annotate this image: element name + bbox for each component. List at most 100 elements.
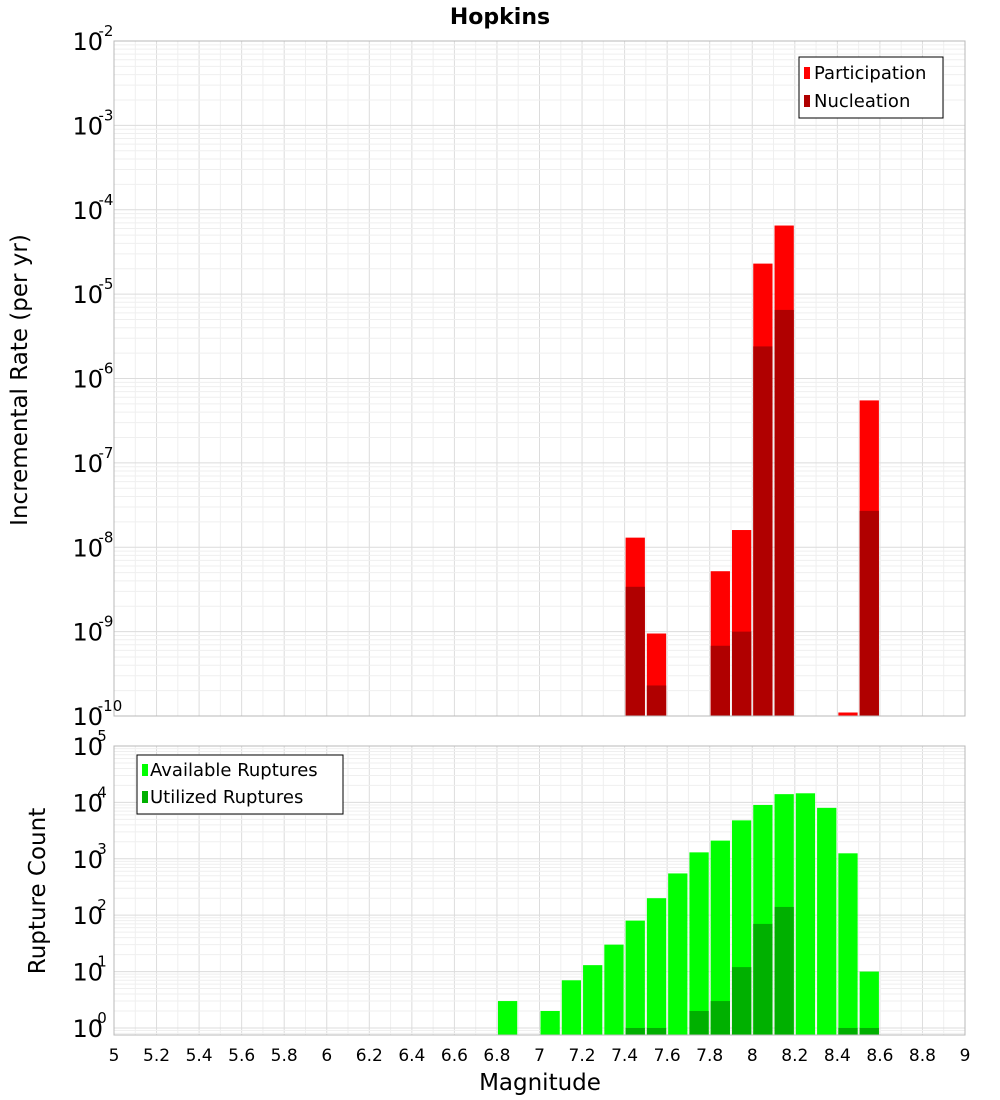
nucleation-bar (625, 586, 645, 716)
utilized-ruptures-bar (859, 1027, 879, 1035)
available-ruptures-bar (497, 1001, 518, 1035)
rate-legend-box (798, 56, 944, 119)
available-ruptures-bar (859, 971, 879, 1035)
participation-bar (838, 712, 858, 716)
participation-legend-swatch (804, 67, 810, 79)
available-ruptures-bar (604, 944, 624, 1035)
x-tick-label: 8.4 (824, 1046, 851, 1066)
available-ruptures-bar (540, 1010, 560, 1035)
count-y-tick-exponent: 3 (97, 840, 107, 858)
x-tick-label: 8.6 (866, 1046, 893, 1066)
rate-y-tick-label: 10 (72, 619, 103, 647)
utilized-ruptures-bar (689, 1010, 709, 1035)
available-ruptures-bar (561, 980, 582, 1035)
count-y-tick-exponent: 4 (97, 783, 107, 801)
count-y-tick-label: 10 (72, 789, 103, 817)
utilized-ruptures-bar (625, 1027, 645, 1035)
available-legend-swatch (142, 764, 148, 776)
x-tick-label: 6 (321, 1046, 332, 1066)
x-tick-label: 7.4 (611, 1046, 638, 1066)
available-ruptures-bar (817, 807, 837, 1035)
available-ruptures-bar (689, 852, 709, 1035)
count-y-tick-exponent: 2 (97, 896, 107, 914)
rate-y-axis-label: Incremental Rate (per yr) (7, 234, 33, 526)
nucleation-legend-label: Nucleation (814, 91, 910, 112)
rate-y-tick-exponent: -6 (99, 360, 114, 378)
x-tick-label: 9 (960, 1046, 971, 1066)
utilized-ruptures-bar (774, 906, 794, 1035)
x-tick-label: 5.2 (143, 1046, 170, 1066)
x-tick-labels: 5 5.2 5.4 5.6 5.8 6 6.2 6.4 6.6 6.8 7 7.2 7.4 7.6 7.8 8… (109, 1046, 971, 1066)
count-y-tick-exponent: 5 (97, 727, 107, 745)
count-y-tick-label: 10 (72, 733, 103, 761)
rate-y-tick-label: 10 (72, 197, 103, 225)
utilized-ruptures-bar (710, 1001, 730, 1035)
count-bars (497, 793, 879, 1035)
rate-y-tick-label: 10 (72, 28, 103, 56)
x-tick-label: 8 (747, 1046, 758, 1066)
available-legend-label: Available Ruptures (150, 760, 318, 781)
nucleation-bar (731, 631, 752, 716)
count-legend-box (136, 754, 344, 815)
count-y-tick-label: 10 (72, 959, 103, 987)
x-tick-label: 8.8 (909, 1046, 936, 1066)
nucleation-bar (753, 346, 773, 716)
rate-y-tick-exponent: -5 (99, 275, 114, 293)
x-tick-label: 7.2 (569, 1046, 596, 1066)
x-tick-label: 5.6 (228, 1046, 255, 1066)
utilized-ruptures-bar (646, 1027, 667, 1035)
rate-y-tick-exponent: -3 (99, 106, 114, 124)
utilized-ruptures-bar (731, 967, 752, 1035)
utilized-legend-label: Utilized Ruptures (150, 787, 303, 808)
x-tick-label: 5 (109, 1046, 120, 1066)
rate-y-tick-exponent: -4 (99, 191, 114, 209)
rate-bars (625, 225, 879, 716)
nucleation-bar (774, 309, 794, 716)
rate-y-tick-label: 10 (72, 703, 103, 731)
utilized-legend-swatch (142, 791, 148, 803)
rate-y-tick-exponent: -2 (99, 22, 114, 40)
utilized-ruptures-bar (838, 1027, 858, 1035)
x-tick-label: 5.8 (271, 1046, 298, 1066)
available-ruptures-bar (583, 965, 603, 1035)
rate-y-tick-exponent: -10 (98, 697, 123, 715)
nucleation-bar (710, 645, 730, 716)
rate-y-tick-label: 10 (72, 450, 103, 478)
x-axis-label: Magnitude (479, 1070, 601, 1096)
available-ruptures-bar (646, 898, 667, 1035)
rate-y-tick-label: 10 (72, 112, 103, 140)
available-ruptures-bar (710, 840, 730, 1035)
available-ruptures-bar (795, 793, 816, 1035)
x-tick-label: 7 (534, 1046, 545, 1066)
count-plot-frame (113, 745, 966, 1036)
rate-legend: Participation Nucleation (798, 56, 944, 119)
rate-grid (113, 41, 966, 717)
count-y-tick-exponent: 1 (97, 953, 107, 971)
x-tick-label: 6.6 (441, 1046, 468, 1066)
rate-plot-frame (113, 40, 966, 717)
rate-y-tick-label: 10 (72, 281, 103, 309)
chart-title: Hopkins (450, 5, 550, 30)
nucleation-bar (859, 510, 879, 716)
x-tick-label: 7.6 (654, 1046, 681, 1066)
count-y-tick-label: 10 (72, 902, 103, 930)
x-tick-label: 6.8 (483, 1046, 510, 1066)
x-tick-label: 6.4 (398, 1046, 425, 1066)
count-legend: Available Ruptures Utilized Ruptures (136, 754, 344, 815)
count-y-axis-label: Rupture Count (25, 808, 51, 974)
rate-y-tick-label: 10 (72, 366, 103, 394)
available-ruptures-bar (838, 853, 858, 1035)
rate-y-tick-exponent: -7 (99, 444, 114, 462)
available-ruptures-bar (625, 920, 645, 1035)
count-y-tick-label: 10 (72, 846, 103, 874)
x-tick-label: 5.4 (186, 1046, 213, 1066)
x-tick-label: 8.2 (781, 1046, 808, 1066)
participation-legend-label: Participation (814, 63, 926, 84)
rate-y-tick-exponent: -8 (99, 528, 114, 546)
x-tick-label: 7.8 (696, 1046, 723, 1066)
available-ruptures-bar (668, 873, 688, 1035)
